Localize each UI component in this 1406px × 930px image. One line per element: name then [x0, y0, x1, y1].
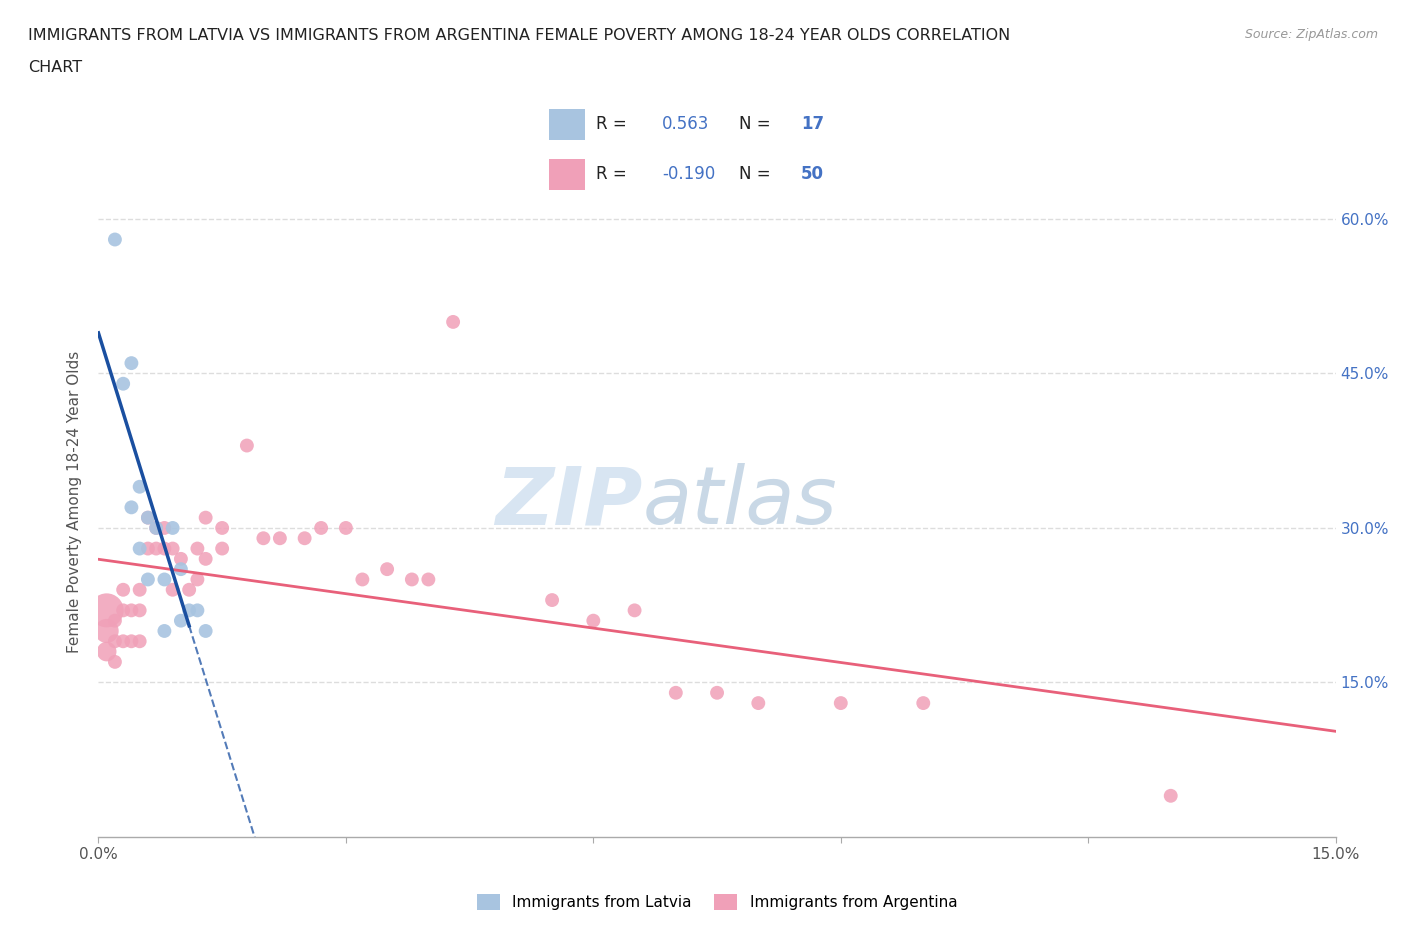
Text: IMMIGRANTS FROM LATVIA VS IMMIGRANTS FROM ARGENTINA FEMALE POVERTY AMONG 18-24 Y: IMMIGRANTS FROM LATVIA VS IMMIGRANTS FRO…	[28, 28, 1011, 43]
Text: N =: N =	[740, 166, 776, 183]
Text: ZIP: ZIP	[495, 463, 643, 541]
Point	[706, 685, 728, 700]
Y-axis label: Female Poverty Among 18-24 Year Olds: Female Poverty Among 18-24 Year Olds	[67, 352, 83, 654]
Point	[541, 592, 564, 607]
Point	[145, 521, 167, 536]
Point	[120, 634, 142, 649]
Point	[128, 634, 150, 649]
FancyBboxPatch shape	[548, 159, 585, 190]
Point	[112, 582, 135, 597]
Point	[162, 582, 184, 597]
Point	[665, 685, 688, 700]
Text: R =: R =	[596, 115, 633, 133]
Point	[375, 562, 398, 577]
FancyBboxPatch shape	[548, 109, 585, 140]
Point	[104, 613, 127, 628]
Point	[211, 521, 233, 536]
Point	[128, 582, 150, 597]
Point	[194, 511, 217, 525]
Point	[162, 521, 184, 536]
Point	[136, 541, 159, 556]
Point	[186, 603, 208, 618]
Point	[96, 644, 118, 659]
Point	[170, 551, 193, 566]
Point	[153, 521, 176, 536]
Text: -0.190: -0.190	[662, 166, 716, 183]
Point	[170, 613, 193, 628]
Text: N =: N =	[740, 115, 776, 133]
Text: 0.563: 0.563	[662, 115, 710, 133]
Point	[294, 531, 316, 546]
Point	[211, 541, 233, 556]
Point	[104, 232, 127, 247]
Point	[112, 634, 135, 649]
Point	[136, 511, 159, 525]
Point	[136, 511, 159, 525]
Point	[352, 572, 374, 587]
Text: CHART: CHART	[28, 60, 82, 75]
Point	[269, 531, 291, 546]
Point	[153, 541, 176, 556]
Point	[170, 562, 193, 577]
Point	[830, 696, 852, 711]
Point	[309, 521, 332, 536]
Point	[104, 634, 127, 649]
Point	[179, 582, 201, 597]
Point	[120, 603, 142, 618]
Point	[136, 572, 159, 587]
Point	[128, 541, 150, 556]
Point	[112, 603, 135, 618]
Point	[179, 603, 201, 618]
Point	[104, 655, 127, 670]
Point	[747, 696, 769, 711]
Legend: Immigrants from Latvia, Immigrants from Argentina: Immigrants from Latvia, Immigrants from …	[471, 888, 963, 916]
Point	[120, 500, 142, 515]
Point	[441, 314, 464, 329]
Point	[153, 623, 176, 638]
Point	[401, 572, 423, 587]
Point	[153, 572, 176, 587]
Point	[128, 479, 150, 494]
Point	[128, 603, 150, 618]
Point	[96, 623, 118, 638]
Text: 17: 17	[801, 115, 824, 133]
Point	[623, 603, 645, 618]
Point	[418, 572, 440, 587]
Point	[120, 355, 142, 370]
Text: R =: R =	[596, 166, 633, 183]
Point	[335, 521, 357, 536]
Point	[194, 623, 217, 638]
Text: atlas: atlas	[643, 463, 838, 541]
Point	[162, 541, 184, 556]
Point	[194, 551, 217, 566]
Text: 50: 50	[801, 166, 824, 183]
Point	[145, 521, 167, 536]
Point	[236, 438, 259, 453]
Text: Source: ZipAtlas.com: Source: ZipAtlas.com	[1244, 28, 1378, 41]
Point	[145, 541, 167, 556]
Point	[96, 603, 118, 618]
Point	[112, 377, 135, 392]
Point	[912, 696, 935, 711]
Point	[186, 572, 208, 587]
Point	[1160, 789, 1182, 804]
Point	[252, 531, 274, 546]
Point	[186, 541, 208, 556]
Point	[582, 613, 605, 628]
